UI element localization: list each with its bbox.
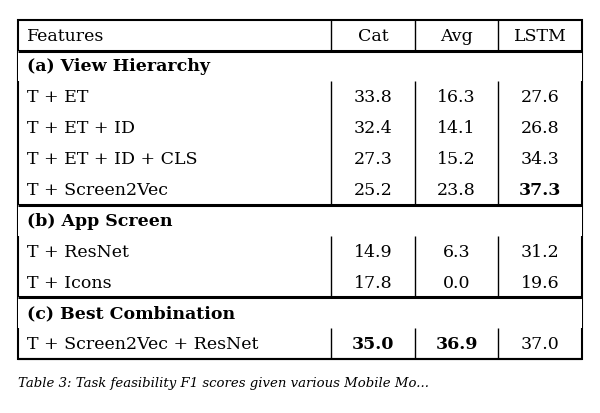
Text: (b) App Screen: (b) App Screen <box>27 212 173 229</box>
Text: 33.8: 33.8 <box>353 89 392 106</box>
Text: (c) Best Combination: (c) Best Combination <box>27 305 235 322</box>
Text: T + ET: T + ET <box>27 89 88 106</box>
Text: 15.2: 15.2 <box>437 151 476 168</box>
Text: 14.9: 14.9 <box>353 243 392 260</box>
Bar <box>18 21 582 359</box>
Text: 19.6: 19.6 <box>521 274 559 291</box>
Text: Cat: Cat <box>358 28 388 45</box>
Text: Table 3: Task feasibility F1 scores given various Mobile Mo...: Table 3: Task feasibility F1 scores give… <box>18 376 429 389</box>
Text: T + Icons: T + Icons <box>27 274 112 291</box>
Text: 36.9: 36.9 <box>435 335 478 352</box>
Text: LSTM: LSTM <box>514 28 566 45</box>
Text: T + ET + ID: T + ET + ID <box>27 120 135 137</box>
Text: 27.3: 27.3 <box>353 151 392 168</box>
Text: 14.1: 14.1 <box>437 120 476 137</box>
Text: Features: Features <box>27 28 104 45</box>
Bar <box>18 205 582 236</box>
Text: 6.3: 6.3 <box>443 243 470 260</box>
Text: T + ET + ID + CLS: T + ET + ID + CLS <box>27 151 197 168</box>
Text: 34.3: 34.3 <box>521 151 560 168</box>
Text: 27.6: 27.6 <box>521 89 560 106</box>
Text: 0.0: 0.0 <box>443 274 470 291</box>
Text: 26.8: 26.8 <box>521 120 559 137</box>
Text: (a) View Hierarchy: (a) View Hierarchy <box>27 58 210 75</box>
Text: T + ResNet: T + ResNet <box>27 243 129 260</box>
Text: 32.4: 32.4 <box>353 120 392 137</box>
Text: 23.8: 23.8 <box>437 181 476 199</box>
Bar <box>18 52 582 82</box>
Text: 16.3: 16.3 <box>437 89 476 106</box>
Text: T + Screen2Vec + ResNet: T + Screen2Vec + ResNet <box>27 335 259 352</box>
Text: 31.2: 31.2 <box>521 243 560 260</box>
Text: 17.8: 17.8 <box>353 274 392 291</box>
Text: 25.2: 25.2 <box>353 181 392 199</box>
Text: 35.0: 35.0 <box>352 335 394 352</box>
Bar <box>18 298 582 328</box>
Text: 37.3: 37.3 <box>519 181 562 199</box>
Text: 37.0: 37.0 <box>521 335 560 352</box>
Text: Avg: Avg <box>440 28 473 45</box>
Text: T + Screen2Vec: T + Screen2Vec <box>27 181 168 199</box>
